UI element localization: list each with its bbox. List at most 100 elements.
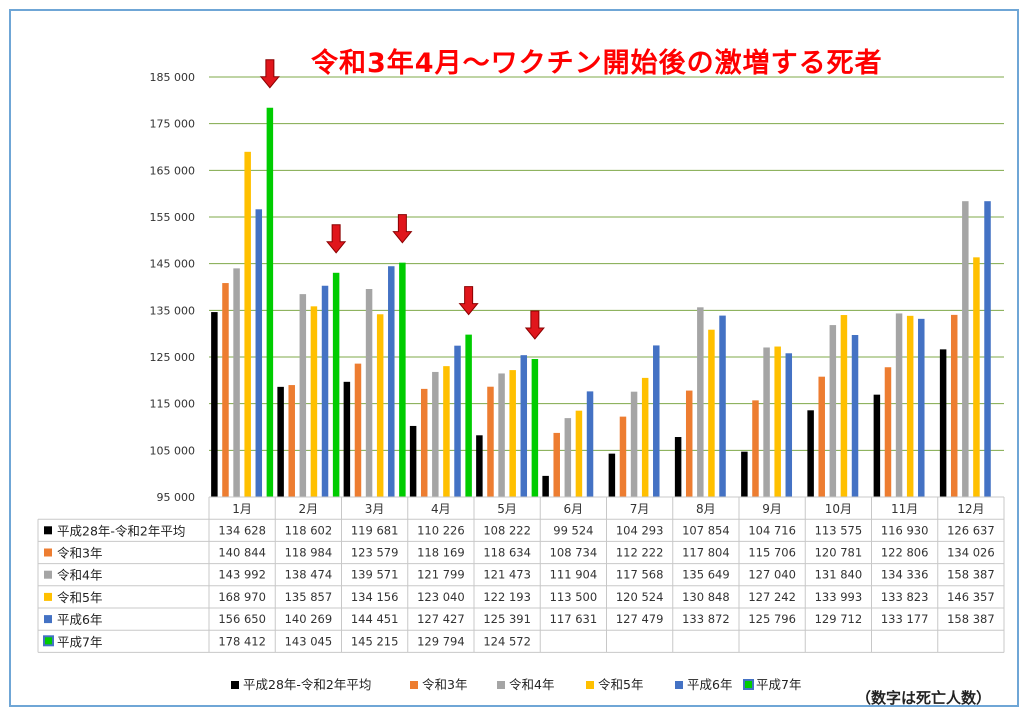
down-arrow-icon xyxy=(524,310,545,340)
table-series-label: 平成6年 xyxy=(57,612,102,627)
bar xyxy=(299,294,307,497)
table-cell-value: 118 634 xyxy=(483,546,531,560)
bar xyxy=(564,418,572,497)
bar xyxy=(895,313,903,497)
table-cell-value: 104 716 xyxy=(748,523,796,537)
y-tick-label: 135 000 xyxy=(150,304,196,317)
x-tick-label: 2月 xyxy=(299,502,319,516)
chart-note: （数字は死亡人数） xyxy=(856,689,992,707)
table-cell-value: 118 984 xyxy=(285,546,333,560)
table-cell-value: 127 479 xyxy=(616,612,664,626)
y-tick-label: 165 000 xyxy=(150,164,196,177)
x-tick-label: 7月 xyxy=(630,502,650,516)
bar xyxy=(939,349,947,497)
table-cell-value: 110 226 xyxy=(417,523,465,537)
table-cell-value: 156 650 xyxy=(218,612,266,626)
legend-label: 平成6年 xyxy=(687,677,732,692)
table-cell-value: 133 993 xyxy=(815,590,863,604)
bar xyxy=(884,367,892,497)
bar xyxy=(829,325,837,497)
table-cell-value: 144 451 xyxy=(351,612,399,626)
table-cell-value: 115 706 xyxy=(748,546,796,560)
bar xyxy=(774,346,781,497)
down-arrow-icon xyxy=(392,214,413,244)
table-cell-value: 111 904 xyxy=(550,568,598,582)
table-cell-value: 133 177 xyxy=(881,612,929,626)
legend-label: 令和5年 xyxy=(598,677,643,692)
table-cell-value: 117 568 xyxy=(616,568,664,582)
table-cell-value: 122 806 xyxy=(881,546,929,560)
table-cell-value: 143 992 xyxy=(218,568,266,582)
table-cell-value: 168 970 xyxy=(218,590,266,604)
bar xyxy=(233,268,240,497)
legend-key xyxy=(497,681,505,689)
table-cell-value: 117 804 xyxy=(682,546,730,560)
table-cell-value: 139 571 xyxy=(351,568,399,582)
y-tick-label: 95 000 xyxy=(157,491,196,504)
bar xyxy=(222,283,229,497)
bar xyxy=(498,373,505,497)
table-cell-value: 178 412 xyxy=(218,634,266,648)
table-legend-key xyxy=(44,526,52,535)
bar xyxy=(918,318,925,497)
table-cell-value: 129 712 xyxy=(815,612,863,626)
table-cell-value: 127 242 xyxy=(748,590,796,604)
table-cell-value: 133 823 xyxy=(881,590,929,604)
table-series-label: 平成7年 xyxy=(57,634,102,649)
table-cell-value: 135 857 xyxy=(285,590,333,604)
bar xyxy=(244,151,251,497)
bar xyxy=(906,315,914,497)
legend-key xyxy=(675,681,683,689)
table-series-label: 令和5年 xyxy=(57,590,102,605)
x-tick-label: 9月 xyxy=(762,502,782,516)
down-arrow-icon xyxy=(458,286,479,316)
table-cell-value: 123 579 xyxy=(351,546,399,560)
x-tick-label: 8月 xyxy=(696,502,716,516)
bar xyxy=(962,201,969,497)
bar xyxy=(752,400,759,497)
table-cell-value: 146 357 xyxy=(947,590,995,604)
bar xyxy=(321,285,329,497)
bar xyxy=(763,347,770,497)
bar xyxy=(509,370,516,497)
y-tick-label: 125 000 xyxy=(150,351,196,364)
bar xyxy=(399,262,406,497)
table-cell-value: 158 387 xyxy=(947,612,995,626)
legend-label: 令和3年 xyxy=(422,677,467,692)
bar xyxy=(388,266,395,497)
bar xyxy=(619,416,627,497)
bar xyxy=(818,376,825,497)
bar xyxy=(873,394,881,497)
bar xyxy=(354,363,362,497)
table-cell-value: 120 781 xyxy=(815,546,863,560)
bar xyxy=(630,391,638,497)
legend-label: 平成7年 xyxy=(756,677,801,692)
bar xyxy=(851,335,859,497)
table-cell-value: 99 524 xyxy=(553,523,593,537)
table-cell-value: 123 040 xyxy=(417,590,465,604)
table-cell-value: 108 222 xyxy=(483,523,531,537)
table-cell-value: 126 637 xyxy=(947,523,995,537)
bar xyxy=(310,306,318,497)
x-tick-label: 1月 xyxy=(232,502,252,516)
table-cell-value: 134 628 xyxy=(218,523,266,537)
table-cell-value: 108 734 xyxy=(550,546,598,560)
bar xyxy=(586,391,594,497)
table-series-label: 令和3年 xyxy=(57,546,102,561)
table-cell-value: 131 840 xyxy=(815,568,863,582)
legend-key xyxy=(410,681,418,689)
x-tick-label: 6月 xyxy=(564,502,584,516)
bar xyxy=(653,345,660,497)
table-series-label: 令和4年 xyxy=(57,568,102,583)
chart-frame: 95 000 105 000 115 000 125 000 135 000 145 00… xyxy=(9,9,1019,707)
table-cell-value: 134 026 xyxy=(947,546,995,560)
bar xyxy=(211,312,218,497)
table-cell-value: 140 844 xyxy=(218,546,266,560)
bar xyxy=(685,390,693,497)
bar xyxy=(420,388,428,497)
y-tick-label: 185 000 xyxy=(150,71,196,84)
bar xyxy=(950,314,958,497)
table-cell-value: 158 387 xyxy=(947,568,995,582)
y-tick-label: 115 000 xyxy=(150,398,196,411)
legend-key xyxy=(586,681,594,689)
